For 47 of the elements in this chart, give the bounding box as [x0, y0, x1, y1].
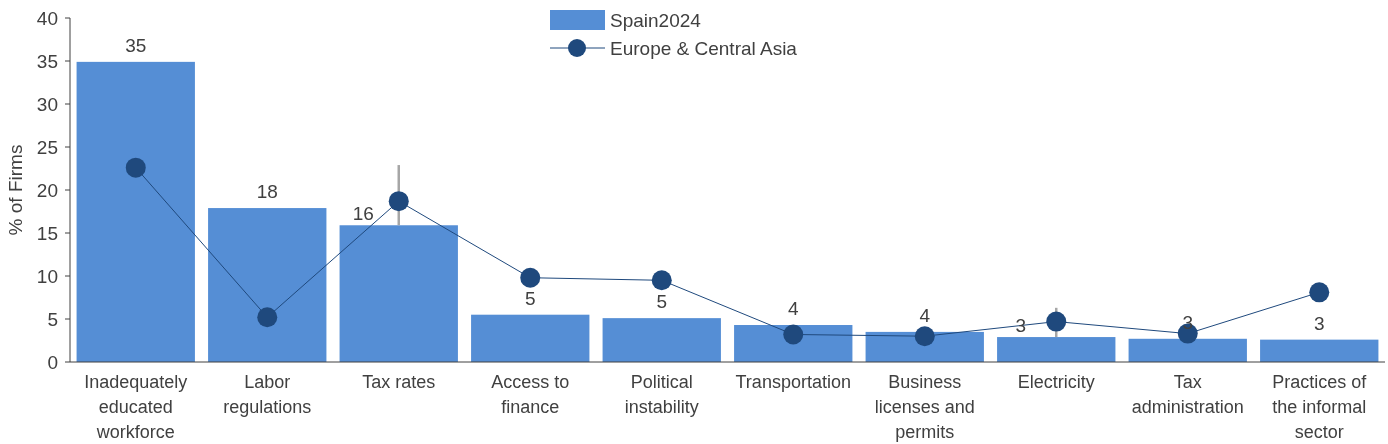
x-tick-label: Inadequately educated workforce [84, 372, 188, 442]
y-tick-label: 30 [36, 93, 58, 115]
x-tick-label: Access to finance [491, 372, 570, 417]
point [1046, 311, 1067, 332]
data-label: 5 [656, 291, 668, 313]
point [125, 157, 146, 178]
legend-label: Spain2024 [610, 9, 702, 31]
data-label: 18 [256, 181, 278, 203]
y-tick-label: 20 [36, 179, 58, 201]
x-tick-label: Political instability [624, 372, 699, 417]
x-tick-label: Practices of the informal sector [1272, 372, 1368, 442]
y-tick-label: 5 [47, 308, 58, 330]
bar [339, 225, 458, 362]
data-label: 16 [352, 203, 374, 225]
point [1309, 282, 1330, 303]
x-tick-label: Tax administration [1131, 372, 1244, 417]
bar [76, 61, 195, 362]
y-axis-title: % of Firms [5, 144, 26, 236]
y-tick-label: 25 [36, 136, 58, 158]
bar [1260, 339, 1379, 362]
point [783, 324, 804, 345]
point [257, 307, 278, 328]
bar [602, 318, 721, 362]
bar [471, 314, 590, 362]
point [388, 191, 409, 212]
data-label: 5 [524, 287, 536, 309]
data-label: 4 [919, 304, 931, 326]
y-tick-label: 40 [36, 7, 58, 29]
x-tick-label: Transportation [735, 372, 851, 392]
y-tick-label: 35 [36, 50, 58, 72]
data-label: 35 [125, 34, 147, 56]
point [651, 270, 672, 291]
bar [997, 337, 1116, 362]
data-label: 4 [787, 298, 799, 320]
bar [208, 208, 327, 362]
y-tick-label: 0 [47, 351, 58, 373]
y-tick-label: 10 [36, 265, 58, 287]
data-label: 3 [1313, 312, 1325, 334]
x-tick-label: Business licenses and permits [874, 372, 975, 442]
point [520, 267, 541, 288]
point [914, 326, 935, 347]
x-tick-label: Electricity [1017, 372, 1095, 392]
y-tick-label: 15 [36, 222, 58, 244]
x-tick-label: Labor regulations [223, 372, 312, 417]
bar [1128, 338, 1247, 362]
x-tick-label: Tax rates [362, 372, 436, 392]
legend-label: Europe & Central Asia [610, 37, 798, 59]
